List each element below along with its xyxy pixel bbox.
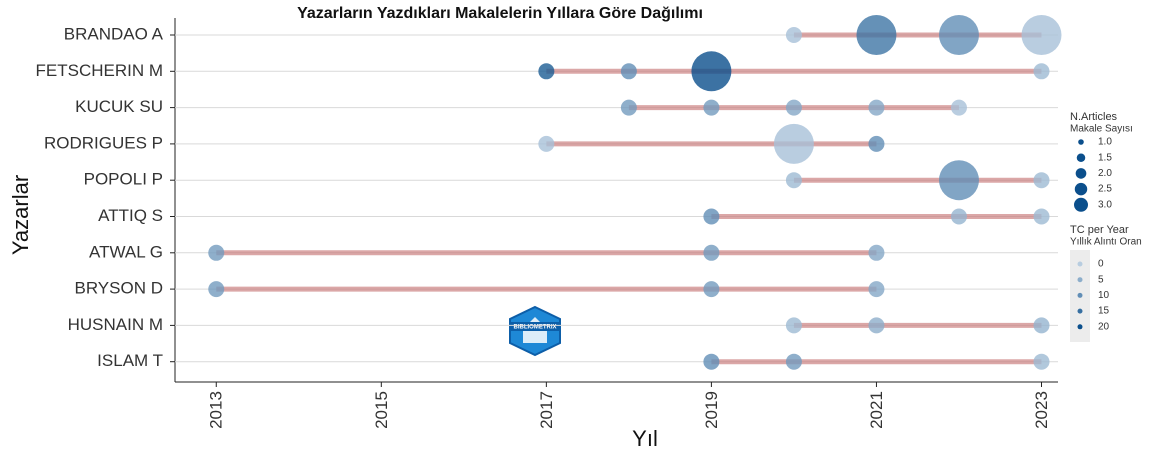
color-legend-key: [1077, 277, 1083, 283]
y-tick-label: ATWAL G: [89, 242, 163, 261]
bubble: [938, 160, 979, 201]
bubble: [785, 172, 802, 189]
size-legend-subtitle: Makale Sayısı: [1070, 124, 1133, 135]
bubble: [1021, 15, 1062, 55]
y-axis-label: Yazarlar: [8, 175, 33, 255]
size-legend-label: 2.0: [1098, 168, 1112, 179]
size-legend-key: [1075, 168, 1087, 179]
y-tick-label: KUCUK SU: [75, 97, 163, 116]
bubble: [538, 63, 555, 80]
x-tick-label: 2021: [867, 391, 886, 429]
size-legend-label: 2.5: [1098, 184, 1112, 195]
x-tick-label: 2023: [1032, 391, 1051, 429]
bubble: [868, 281, 885, 298]
y-tick-label: FETSCHERIN M: [36, 61, 164, 80]
size-legend-label: 1.5: [1098, 152, 1112, 163]
color-legend-title: TC per Year: [1070, 224, 1129, 236]
y-tick-label: POPOLI P: [84, 170, 163, 189]
y-tick-label: ATTIQ S: [98, 206, 163, 225]
bubble: [773, 123, 814, 164]
size-legend-key: [1074, 182, 1088, 196]
y-tick-label: BRYSON D: [75, 279, 164, 298]
size-legend-key: [1076, 153, 1086, 162]
bubble: [620, 63, 637, 80]
color-legend-key: [1077, 261, 1083, 267]
color-legend-key: [1077, 292, 1083, 298]
bubble: [785, 27, 802, 43]
color-legend-label: 10: [1098, 290, 1110, 301]
chart-title: Yazarların Yazdıkları Makalelerin Yıllar…: [297, 5, 703, 22]
y-tick-label: BRANDAO A: [64, 24, 164, 43]
size-legend-label: 3.0: [1098, 199, 1112, 210]
x-axis-label: Yıl: [632, 426, 658, 451]
bubble: [785, 99, 802, 116]
y-tick-label: RODRIGUES P: [44, 133, 163, 152]
x-tick-label: 2015: [372, 391, 391, 429]
bubble: [703, 244, 720, 261]
logo: BIBLIOMETRIX: [509, 305, 561, 357]
bubble: [208, 281, 225, 298]
color-legend-label: 5: [1098, 274, 1104, 285]
bubble: [868, 99, 885, 116]
bubble: [785, 317, 802, 334]
color-legend-label: 20: [1098, 321, 1110, 332]
bubble: [868, 317, 885, 334]
logo-text: BIBLIOMETRIX: [514, 325, 557, 331]
bubble: [208, 244, 225, 261]
size-legend-label: 1.0: [1098, 137, 1112, 148]
bubble: [703, 281, 720, 298]
color-legend-subtitle: Yıllık Alıntı Oran: [1070, 237, 1142, 248]
bubble: [691, 51, 732, 92]
bubble: [538, 135, 555, 152]
bubble: [868, 244, 885, 261]
bubble: [1033, 172, 1050, 189]
bubble: [785, 353, 802, 370]
bubble: [703, 353, 720, 370]
color-legend-key: [1077, 324, 1083, 330]
bubble: [1033, 208, 1050, 225]
bubble: [950, 99, 967, 116]
size-legend-title: N.Articles: [1070, 111, 1118, 123]
x-tick-label: 2019: [702, 391, 721, 429]
bubble: [1033, 353, 1050, 370]
color-legend-key: [1077, 308, 1083, 314]
bubble: [950, 208, 967, 225]
bubble: [856, 15, 897, 55]
bubble: [620, 99, 637, 116]
size-legend-key: [1078, 139, 1084, 145]
logo-band: [509, 322, 561, 331]
color-legend-label: 15: [1098, 306, 1110, 317]
color-legend-label: 0: [1098, 259, 1104, 270]
bubble: [703, 208, 720, 225]
y-tick-label: ISLAM T: [97, 351, 163, 370]
bubble: [1033, 63, 1050, 80]
x-tick-label: 2017: [537, 391, 556, 429]
y-tick-label: HUSNAIN M: [68, 315, 163, 334]
bubble: [703, 99, 720, 116]
bubble: [938, 15, 979, 55]
size-legend-key: [1074, 197, 1088, 212]
bubble: [1033, 317, 1050, 334]
x-tick-label: 2013: [207, 391, 226, 429]
bubble: [868, 135, 885, 152]
